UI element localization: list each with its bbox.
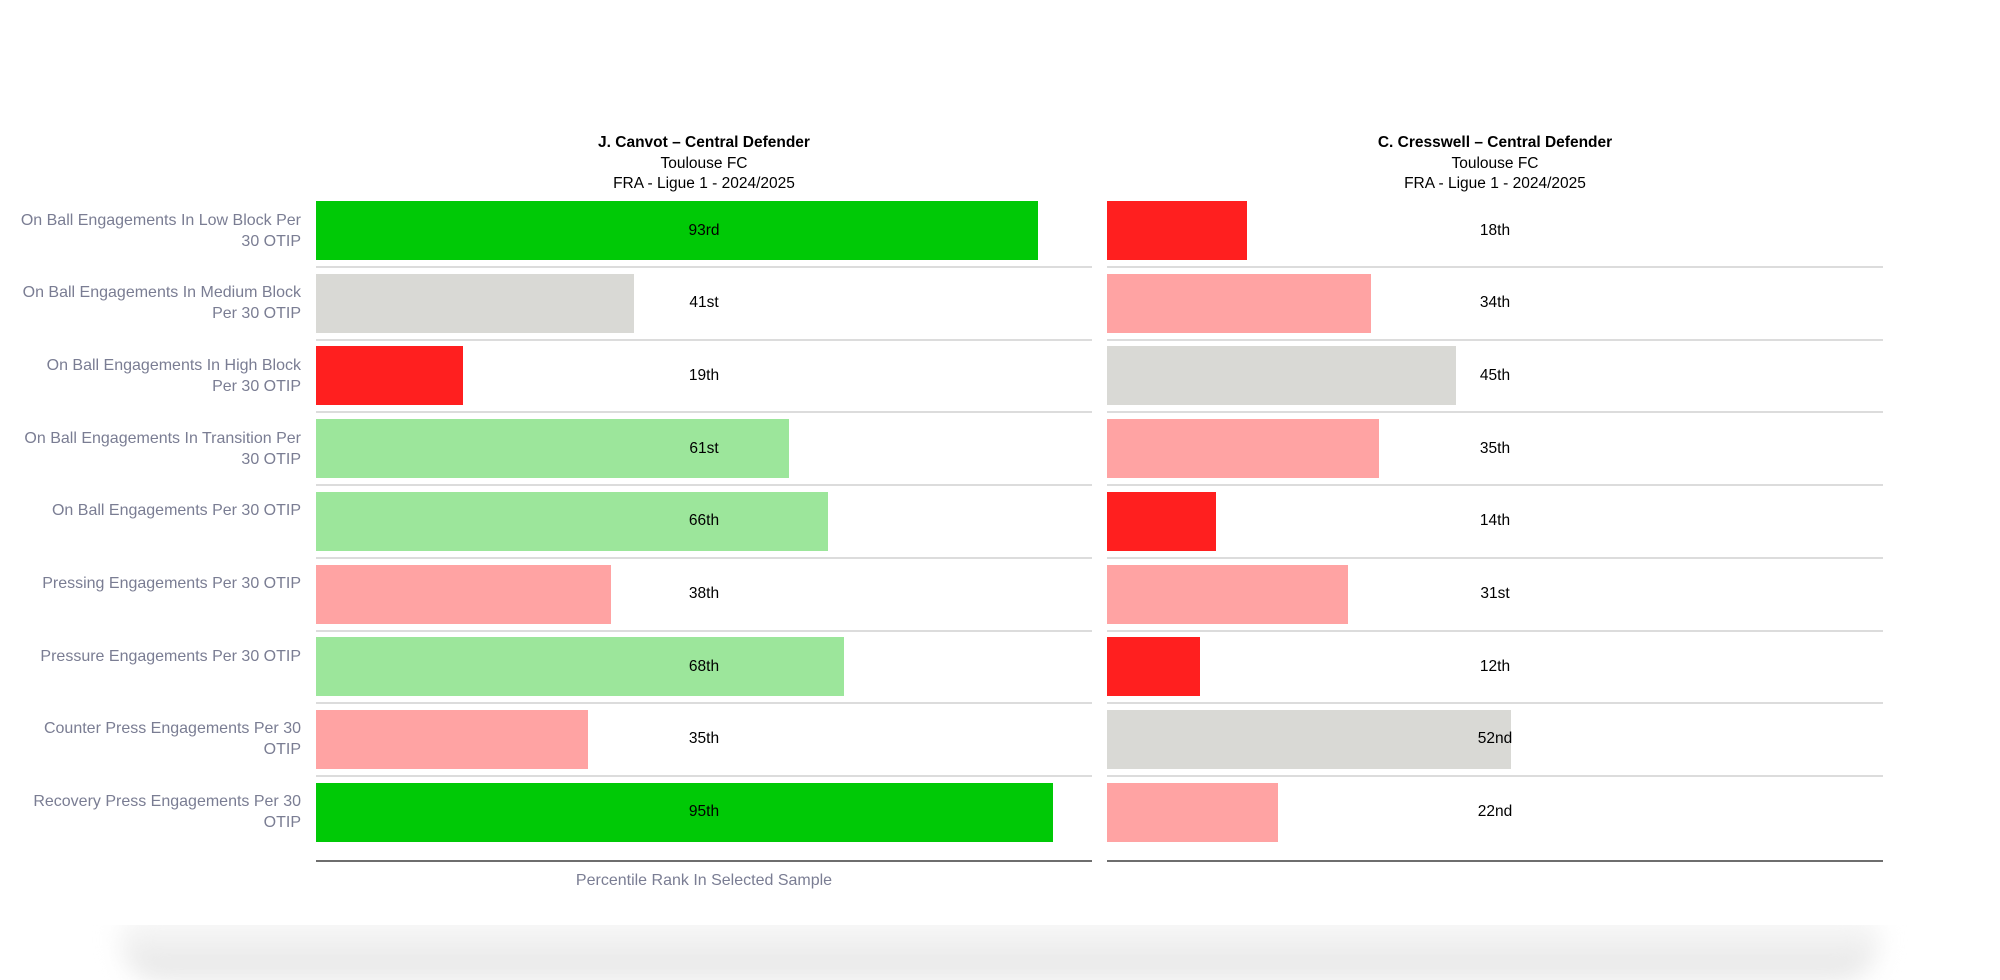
row-separator <box>1107 629 1883 632</box>
player-2-header: C. Cresswell – Central Defender Toulouse… <box>1107 133 1883 195</box>
row-separator <box>1107 702 1883 705</box>
bar-player-1 <box>316 419 790 479</box>
bar-player-1 <box>316 564 611 624</box>
percentile-comparison-chart: J. Canvot – Central Defender Toulouse FC… <box>20 133 1883 889</box>
category-label: Counter Press Engagements Per 30 OTIP <box>43 720 301 759</box>
bar-player-2 <box>1107 201 1247 260</box>
bar-player-2 <box>1107 419 1379 479</box>
bar-player-2 <box>1107 491 1216 551</box>
bar-player-1 <box>316 782 1054 842</box>
bar-player-1 <box>316 637 844 697</box>
percentile-label: 18th <box>1479 221 1511 239</box>
percentile-label: 52nd <box>1477 730 1513 748</box>
percentile-label: 35th <box>688 730 720 748</box>
row-separator <box>1107 338 1883 341</box>
row-separator <box>316 629 1092 632</box>
category-label: On Ball Engagements In Low Block Per 30 … <box>20 211 301 250</box>
category-label: On Ball Engagements In Transition Per 30… <box>24 429 301 468</box>
bar-player-1 <box>316 273 635 333</box>
player-1-header: J. Canvot – Central Defender Toulouse FC… <box>316 133 1092 195</box>
category-label: On Ball Engagements Per 30 OTIP <box>51 502 301 520</box>
bar-player-1 <box>316 491 829 551</box>
percentile-label: 41st <box>689 294 719 312</box>
percentile-label: 45th <box>1479 366 1511 384</box>
percentile-label: 31st <box>1480 585 1510 602</box>
percentile-label: 19th <box>688 366 720 384</box>
category-label: On Ball Engagements In Medium Block Per … <box>22 284 301 323</box>
percentile-label: 38th <box>688 585 720 602</box>
bar-player-1 <box>316 201 1038 260</box>
category-label: On Ball Engagements In High Block Per 30… <box>46 356 301 395</box>
row-separator <box>1107 266 1883 268</box>
row-separator <box>1107 484 1883 487</box>
bar-player-1 <box>316 709 588 769</box>
player-1-name: J. Canvot – Central Defender <box>598 134 810 151</box>
percentile-label: 93rd <box>688 221 720 239</box>
bar-player-1 <box>316 346 464 406</box>
row-separator <box>1107 556 1883 559</box>
bar-player-2 <box>1107 709 1511 769</box>
percentile-label: 68th <box>688 657 720 675</box>
x-axis-line-player-2 <box>1107 860 1883 862</box>
row-separator <box>316 411 1092 414</box>
bar-player-2 <box>1107 564 1348 624</box>
row-separator <box>316 702 1092 705</box>
x-axis-label: Percentile Rank In Selected Sample <box>575 872 833 889</box>
bar-player-2 <box>1107 782 1278 842</box>
row-separator <box>316 556 1092 559</box>
row-separator <box>316 484 1092 487</box>
bar-player-2 <box>1107 637 1201 697</box>
player-2-team: Toulouse FC <box>1451 154 1539 172</box>
x-axis-line-player-1 <box>316 860 1092 862</box>
percentile-label: 12th <box>1479 657 1511 675</box>
category-label: Pressing Engagements Per 30 OTIP <box>42 575 301 592</box>
percentile-label: 14th <box>1479 512 1511 530</box>
percentile-label: 22nd <box>1477 803 1513 821</box>
player-2-name: C. Cresswell – Central Defender <box>1377 134 1613 151</box>
player-2-competition: FRA - Ligue 1 - 2024/2025 <box>1404 175 1586 192</box>
row-separator <box>1107 774 1883 777</box>
category-label: Pressure Engagements Per 30 OTIP <box>40 647 301 665</box>
percentile-label: 95th <box>688 803 720 821</box>
percentile-label: 61st <box>689 439 719 457</box>
bar-player-2 <box>1107 346 1457 406</box>
bar-player-2 <box>1107 273 1371 333</box>
player-1-team: Toulouse FC <box>660 154 748 172</box>
player-1-competition: FRA - Ligue 1 - 2024/2025 <box>613 175 795 192</box>
row-separator <box>316 338 1092 341</box>
row-separator <box>316 266 1092 268</box>
category-label: Recovery Press Engagements Per 30 OTIP <box>33 793 301 832</box>
percentile-label: 66th <box>688 512 720 530</box>
percentile-label: 35th <box>1479 439 1511 457</box>
row-separator <box>316 774 1092 777</box>
percentile-label: 34th <box>1479 294 1511 312</box>
row-separator <box>1107 411 1883 414</box>
